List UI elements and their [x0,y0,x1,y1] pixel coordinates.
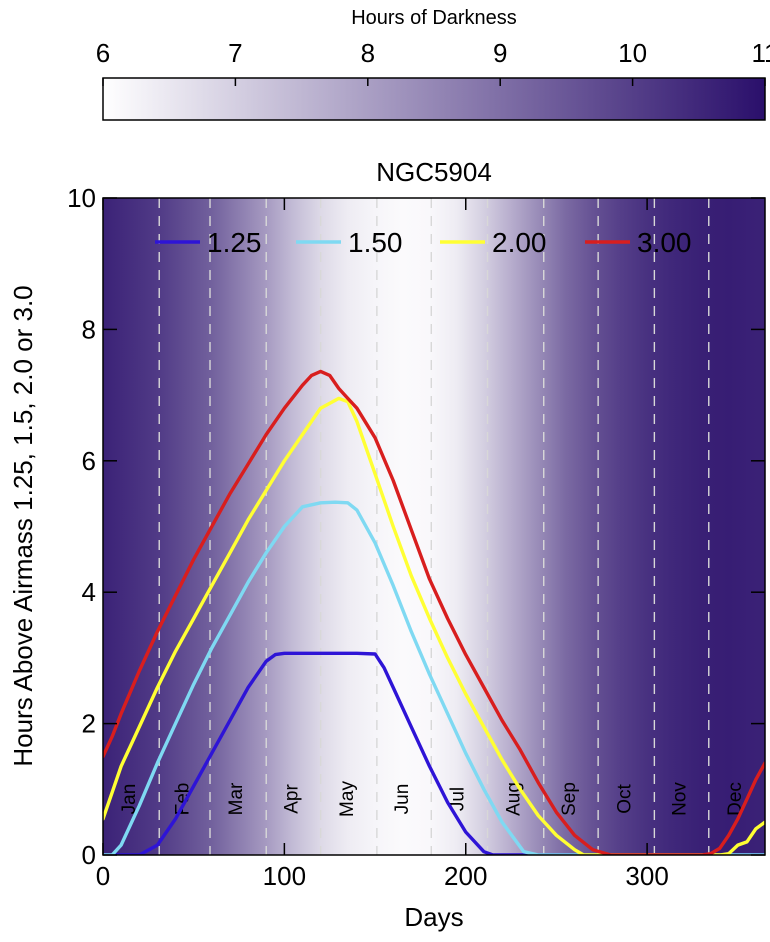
legend-label: 1.25 [207,227,262,258]
series-line-1-25 [103,651,765,855]
x-axis-label: Days [404,902,463,932]
colorbar-tick-label: 11 [752,38,770,68]
series-line-2-00 [103,396,765,855]
darkness-background [103,198,765,855]
colorbar-tick-label: 8 [361,38,375,68]
y-tick-label: 8 [82,314,96,344]
month-label: Oct [614,784,635,814]
colorbar-tick-label: 7 [228,38,242,68]
plot-frame [102,197,766,856]
y-tick-label: 0 [82,840,96,870]
month-label: Mar [226,782,247,815]
x-tick-label: 100 [263,861,306,891]
month-label: Jul [447,787,468,811]
legend-label: 3.00 [637,227,692,258]
month-label: Dec [725,782,746,816]
x-tick-label: 200 [444,861,487,891]
y-tick-label: 10 [67,183,96,213]
y-tick-label: 2 [82,709,96,739]
month-label: Feb [173,783,194,816]
colorbar-scale [102,77,766,121]
colorbar: Hours of Darkness 6 7 8 9 10 11 [96,7,770,121]
month-label: Sep [559,782,580,816]
x-tick-label: 0 [96,861,110,891]
colorbar-tick-label: 10 [618,38,647,68]
month-label: Jun [392,784,413,815]
x-tick-label: 300 [625,861,668,891]
month-label: Aug [504,782,525,816]
month-label: May [337,781,358,817]
y-tick-label: 6 [82,446,96,476]
colorbar-tick-label: 9 [493,38,507,68]
month-label: Nov [670,782,691,816]
series-line-3-00 [103,369,765,855]
y-axis-label: Hours Above Airmass 1.25, 1.5, 2.0 or 3.… [8,285,38,766]
colorbar-tick-label: 6 [96,38,110,68]
month-label: Apr [281,784,302,814]
chart-title: NGC5904 [376,157,492,187]
legend-label: 2.00 [492,227,547,258]
month-label: Jan [119,784,140,815]
series-line-1-50 [103,500,765,855]
legend-label: 1.50 [348,227,403,258]
y-tick-label: 4 [82,577,96,607]
colorbar-title: Hours of Darkness [351,7,517,29]
